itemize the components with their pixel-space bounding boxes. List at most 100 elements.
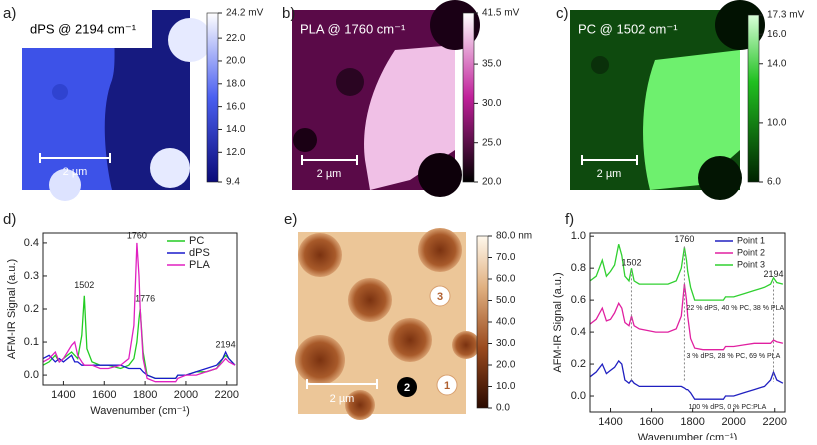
colorbar (476, 235, 489, 409)
y-tick-label: 0.0 (571, 390, 586, 402)
panel-label: f) (565, 211, 574, 228)
y-axis-label: AFM-IR Signal (a.u.) (6, 259, 18, 359)
colorbar-tick-label: 17.3 mV (767, 10, 805, 21)
x-axis-label: Wavenumber (cm⁻¹) (90, 405, 190, 417)
map-c (570, 0, 765, 200)
colorbar-tick-label: 10.0 (496, 381, 516, 392)
annotation: 1502 (74, 280, 94, 290)
y-tick-label: 0.4 (24, 237, 39, 249)
colorbar-tick-label: 25.0 (482, 137, 502, 148)
colorbar-tick-label: 14.0 (226, 124, 246, 135)
series-line (42, 295, 236, 380)
legend-label: Point 2 (737, 247, 765, 257)
colorbar-tick-label: 16.0 (226, 101, 246, 112)
x-tick-label: 1800 (133, 389, 157, 401)
x-tick-label: 2200 (762, 416, 786, 428)
y-tick-label: 0.8 (571, 262, 586, 274)
legend-label: dPS (189, 247, 210, 259)
x-axis-label: Wavenumber (cm⁻¹) (638, 432, 738, 440)
y-tick-label: 0.4 (571, 326, 586, 338)
colorbar-tick-label: 41.5 mV (482, 8, 520, 19)
x-tick-label: 1400 (51, 389, 75, 401)
series-line (589, 359, 784, 400)
legend-label: Point 3 (737, 259, 765, 269)
legend-label: Point 1 (737, 235, 765, 245)
y-tick-label: 0.2 (571, 358, 586, 370)
x-tick-label: 1600 (639, 416, 663, 428)
y-tick-label: 0.1 (24, 336, 39, 348)
map-title: dPS @ 2194 cm⁻¹ (30, 21, 137, 36)
colorbar (747, 14, 760, 183)
panel-label: d) (3, 211, 16, 228)
x-tick-label: 2000 (174, 389, 198, 401)
annotation: 3 % dPS, 28 % PC, 69 % PLA (686, 353, 780, 360)
y-tick-label: 0.0 (24, 369, 39, 381)
colorbar-tick-label: 20.0 (482, 177, 502, 188)
annotation: 1760 (127, 231, 147, 241)
colorbar-tick-label: 50.0 (496, 295, 516, 306)
colorbar-tick-label: 80.0 nm (496, 231, 532, 242)
plot-frame (589, 232, 786, 413)
annotation: 2194 (763, 269, 783, 279)
colorbar-tick-label: 22.0 (226, 33, 246, 44)
colorbar-tick-label: 24.2 mV (226, 8, 264, 19)
annotation: 2194 (216, 340, 236, 350)
panel-label: b) (282, 5, 295, 22)
colorbar (206, 12, 219, 183)
colorbar-tick-label: 30.0 (496, 338, 516, 349)
map-a (22, 10, 212, 201)
series-line (42, 242, 236, 383)
x-tick-label: 1400 (598, 416, 622, 428)
map-title: PC @ 1502 cm⁻¹ (578, 21, 678, 36)
panel-label: e) (284, 211, 297, 228)
map-b (292, 0, 480, 197)
annotation: 22 % dPS, 40 % PC, 38 % PLA (686, 305, 784, 312)
scale-bar-label: 2 µm (317, 168, 342, 180)
series-line (589, 284, 784, 351)
annotation: 1502 (621, 258, 641, 268)
annotation: 1776 (135, 293, 155, 303)
legend-label: PLA (189, 259, 210, 271)
colorbar-tick-label: 10.0 (767, 118, 787, 129)
map-title: PLA @ 1760 cm⁻¹ (300, 21, 406, 36)
x-tick-label: 2200 (215, 389, 239, 401)
legend-label: PC (189, 235, 204, 247)
map-e (295, 228, 480, 420)
colorbar-tick-label: 9.4 (226, 177, 240, 188)
scale-bar-label: 2 µm (597, 168, 622, 180)
colorbar-tick-label: 35.0 (482, 59, 502, 70)
y-tick-label: 0.3 (24, 270, 39, 282)
colorbar-tick-label: 12.0 (226, 147, 246, 158)
colorbar-tick-label: 70.0 (496, 252, 516, 263)
point-marker: 3 (437, 291, 443, 303)
colorbar-tick-label: 20.0 (496, 360, 516, 371)
series-line (589, 244, 784, 301)
y-axis-label: AFM-IR Signal (a.u.) (552, 272, 564, 372)
x-tick-label: 1600 (92, 389, 116, 401)
annotation: 100 % dPS, 0 % PC:PLA (689, 404, 767, 411)
y-tick-label: 1.0 (571, 230, 586, 242)
colorbar-tick-label: 30.0 (482, 98, 502, 109)
scale-bar-label: 2 µm (63, 166, 88, 178)
scale-bar-label: 2 µm (330, 393, 355, 405)
panel-label: c) (556, 5, 569, 22)
point-marker: 2 (404, 382, 410, 394)
y-tick-label: 0.6 (571, 294, 586, 306)
colorbar-tick-label: 6.0 (767, 177, 781, 188)
annotation: 1760 (674, 234, 694, 244)
colorbar-tick-label: 0.0 (496, 403, 510, 414)
x-tick-label: 1800 (680, 416, 704, 428)
colorbar-tick-label: 60.0 (496, 274, 516, 285)
colorbar-tick-label: 14.0 (767, 58, 787, 69)
colorbar-tick-label: 20.0 (226, 56, 246, 67)
x-tick-label: 2000 (721, 416, 745, 428)
colorbar-tick-label: 18.0 (226, 78, 246, 89)
colorbar-tick-label: 16.0 (767, 29, 787, 40)
y-tick-label: 0.2 (24, 303, 39, 315)
colorbar-tick-label: 40.0 (496, 317, 516, 328)
series-line (42, 350, 236, 380)
colorbar (462, 12, 475, 183)
panel-label: a) (3, 5, 16, 22)
point-marker: 1 (444, 380, 450, 392)
